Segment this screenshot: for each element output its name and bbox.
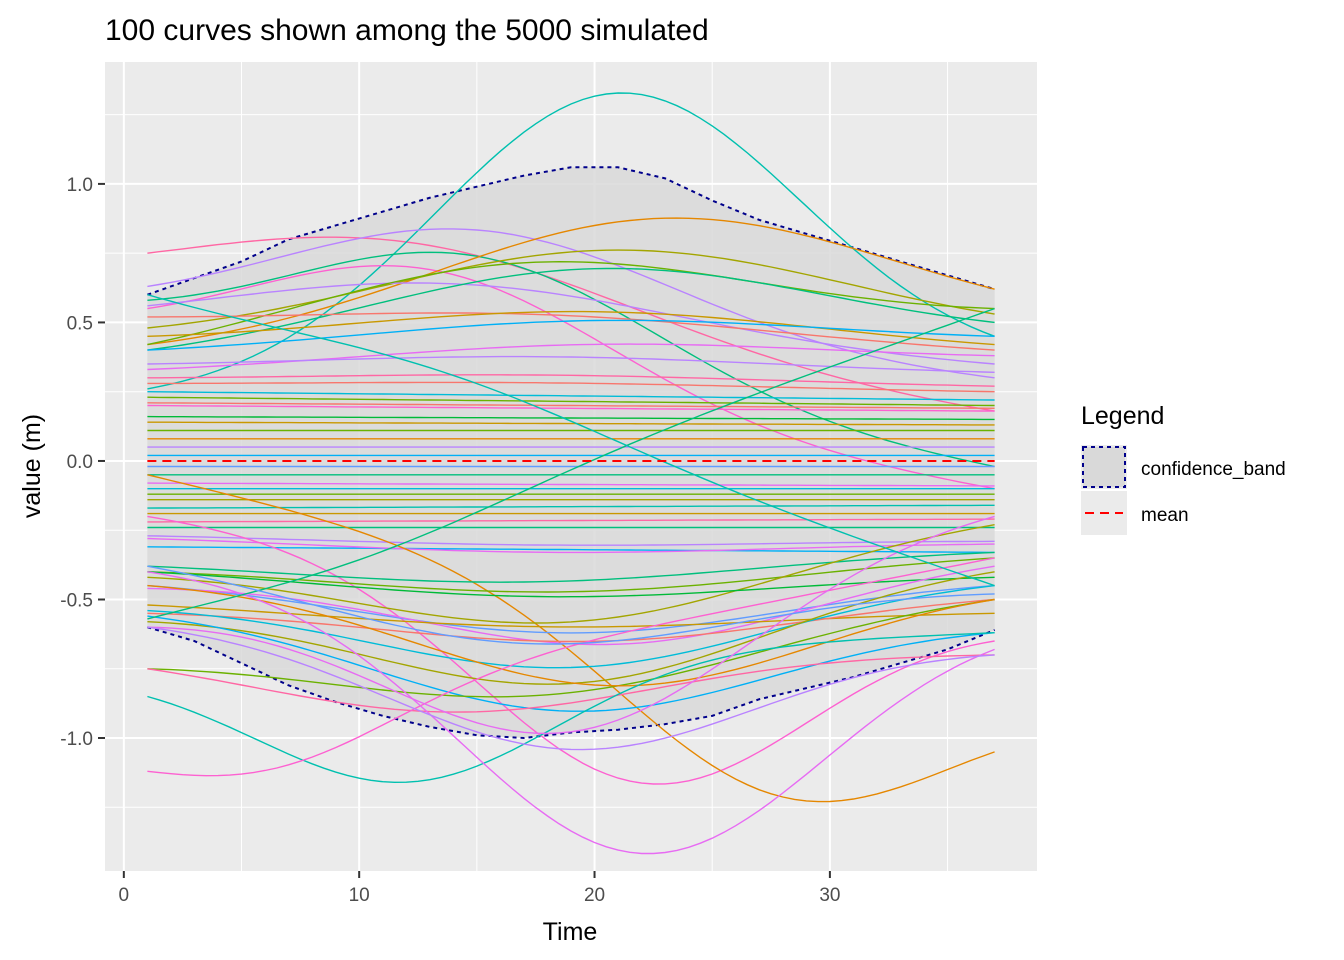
- legend: Legend confidence_band mean: [1081, 402, 1286, 535]
- x-axis-title: Time: [543, 918, 598, 946]
- simulated-curve: [147, 374, 995, 387]
- legend-label-mean: mean: [1141, 505, 1189, 526]
- simulated-curve: [147, 312, 995, 351]
- simulated-curve: [147, 632, 995, 784]
- simulated-curve: [147, 518, 995, 523]
- simulated-curve: [147, 584, 995, 687]
- simulated-curve: [147, 565, 995, 645]
- simulated-curve: [147, 546, 995, 554]
- y-tick-label: 0.5: [67, 313, 93, 334]
- simulated-curve: [147, 236, 995, 412]
- simulated-curve: [147, 355, 995, 373]
- simulated-curve: [147, 571, 995, 855]
- simulated-curve: [147, 391, 995, 401]
- legend-key-confidence-band: [1082, 446, 1126, 488]
- y-tick-label: -0.5: [60, 590, 93, 611]
- legend-title: Legend: [1081, 402, 1164, 430]
- simulated-curve: [147, 264, 995, 490]
- simulated-curve: [147, 551, 995, 583]
- simulated-curve: [147, 584, 995, 634]
- y-axis-ticks: -1.0 -0.5 0.0 0.5 1.0: [60, 175, 105, 750]
- simulated-curve: [147, 482, 995, 487]
- simulated-curve: [147, 228, 995, 379]
- simulated-curve: [147, 282, 995, 365]
- x-tick-label: 10: [349, 885, 370, 906]
- simulated-curve: [147, 319, 995, 351]
- simulated-curve: [147, 217, 995, 346]
- simulated-curve: [147, 307, 995, 620]
- x-tick-label: 20: [584, 885, 605, 906]
- simulated-curves: [147, 92, 995, 855]
- simulated-curve: [147, 626, 995, 751]
- simulated-curve: [147, 598, 995, 643]
- simulated-curve: [147, 260, 995, 346]
- confidence-band-area: [147, 167, 995, 739]
- y-tick-label: 1.0: [67, 175, 93, 196]
- simulated-curve: [147, 557, 995, 777]
- x-tick-label: 0: [119, 885, 130, 906]
- simulated-curve: [147, 267, 995, 351]
- simulated-curve: [147, 381, 995, 393]
- simulated-curve: [147, 504, 995, 509]
- simulated-curve: [147, 524, 995, 624]
- y-tick-label: -1.0: [60, 729, 93, 750]
- simulated-curve: [147, 421, 995, 426]
- simulated-curve: [147, 615, 995, 712]
- simulated-curve: [147, 598, 995, 698]
- simulated-curve: [147, 402, 995, 409]
- y-axis-title: value (m): [18, 414, 46, 518]
- confidence-band-upper: [147, 166, 995, 296]
- simulated-curve: [147, 474, 995, 803]
- x-tick-label: 30: [819, 885, 840, 906]
- simulated-curve: [147, 584, 995, 669]
- simulated-curve: [147, 557, 995, 593]
- simulated-curve: [147, 294, 995, 587]
- simulated-curve: [147, 654, 995, 713]
- simulated-curve: [147, 537, 995, 554]
- simulated-curve: [147, 249, 995, 329]
- simulated-curve: [147, 515, 995, 785]
- legend-label-confidence-band: confidence_band: [1141, 459, 1286, 480]
- y-tick-label: 0.0: [67, 452, 93, 473]
- simulated-curve: [147, 415, 995, 421]
- simulated-curve: [147, 310, 995, 346]
- simulated-curve: [147, 515, 995, 735]
- chart-title: 100 curves shown among the 5000 simulate…: [105, 14, 709, 47]
- x-axis-ticks: 0 10 20 30: [119, 871, 840, 906]
- simulated-curve: [147, 404, 995, 412]
- simulated-curve: [147, 396, 995, 407]
- simulated-curve: [147, 535, 995, 546]
